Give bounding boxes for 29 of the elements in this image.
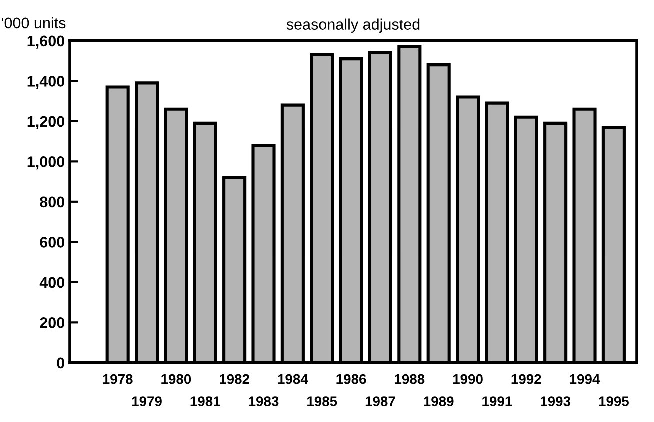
x-tick-label: 1978 bbox=[103, 374, 133, 384]
x-tick-label: 1987 bbox=[366, 396, 396, 406]
y-tick-label: 400 bbox=[40, 277, 64, 288]
x-tick-label: 1989 bbox=[424, 396, 454, 406]
x-tick-label: 1993 bbox=[541, 396, 571, 406]
chart-title: seasonally adjusted bbox=[286, 18, 420, 33]
x-tick-label: 1988 bbox=[395, 374, 425, 384]
y-tick-label: 200 bbox=[40, 318, 64, 328]
x-tick-label: 1991 bbox=[482, 396, 512, 406]
x-tick-label: 1995 bbox=[599, 396, 630, 406]
y-tick-label: 1,400 bbox=[28, 76, 64, 90]
x-tick-label: 1979 bbox=[132, 396, 162, 406]
x-tick-label: 1983 bbox=[249, 396, 279, 406]
y-tick-label: 1,200 bbox=[28, 116, 64, 130]
y-tick-label: 1,600 bbox=[28, 36, 64, 49]
x-tick-label: 1984 bbox=[278, 374, 308, 384]
x-tick-label: 1986 bbox=[336, 374, 366, 384]
y-tick-label: 600 bbox=[40, 237, 64, 248]
y-tick-label: 0 bbox=[57, 358, 64, 369]
y-tick-label: 800 bbox=[40, 196, 64, 208]
y-tick-label: 1,000 bbox=[28, 156, 64, 170]
x-tick-label: 1985 bbox=[308, 396, 338, 406]
x-tick-label: 1980 bbox=[162, 374, 192, 384]
x-tick-label: 1990 bbox=[453, 374, 483, 384]
x-tick-label: 1992 bbox=[512, 374, 542, 384]
x-tick-label: 1982 bbox=[220, 374, 250, 384]
x-tick-label: 1981 bbox=[190, 396, 220, 406]
y-axis-title: '000 units bbox=[2, 17, 66, 29]
x-tick-label: 1994 bbox=[570, 374, 600, 384]
